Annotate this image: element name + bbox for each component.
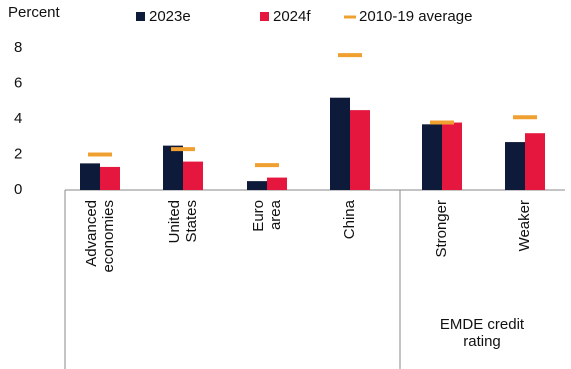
y-tick-label: 8 xyxy=(14,39,22,56)
x-tick-label: UnitedStates xyxy=(166,200,200,243)
bar xyxy=(350,110,370,190)
bar xyxy=(100,166,120,190)
bar xyxy=(183,161,203,190)
bar xyxy=(330,97,350,190)
y-tick-label: 6 xyxy=(14,74,22,91)
legend-label: 2010-19 average xyxy=(359,8,472,25)
y-axis-label: Percent xyxy=(8,4,61,21)
bar xyxy=(442,122,462,190)
x-tick-label: Advancedeconomies xyxy=(83,200,117,273)
bar xyxy=(505,142,525,190)
bar xyxy=(163,145,183,190)
legend-label: 2024f xyxy=(273,8,311,25)
legend-marker xyxy=(136,12,145,21)
bar xyxy=(525,133,545,190)
x-tick-label: Weaker xyxy=(516,200,533,251)
group-label: EMDE credit rating xyxy=(440,316,525,350)
bar xyxy=(422,124,442,190)
y-tick-label: 4 xyxy=(14,110,22,127)
bar xyxy=(267,177,287,190)
bar xyxy=(80,163,100,190)
legend-label: 2023e xyxy=(149,8,191,25)
x-tick-label: Euroarea xyxy=(250,199,284,231)
legend-marker xyxy=(260,12,269,21)
x-tick-label: China xyxy=(341,199,358,239)
x-tick-label: Stronger xyxy=(433,200,450,258)
bar xyxy=(247,181,267,190)
y-tick-label: 0 xyxy=(14,181,22,198)
y-tick-label: 2 xyxy=(14,145,22,162)
